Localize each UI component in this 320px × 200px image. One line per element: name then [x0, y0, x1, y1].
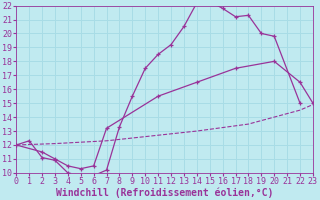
- X-axis label: Windchill (Refroidissement éolien,°C): Windchill (Refroidissement éolien,°C): [56, 187, 273, 198]
